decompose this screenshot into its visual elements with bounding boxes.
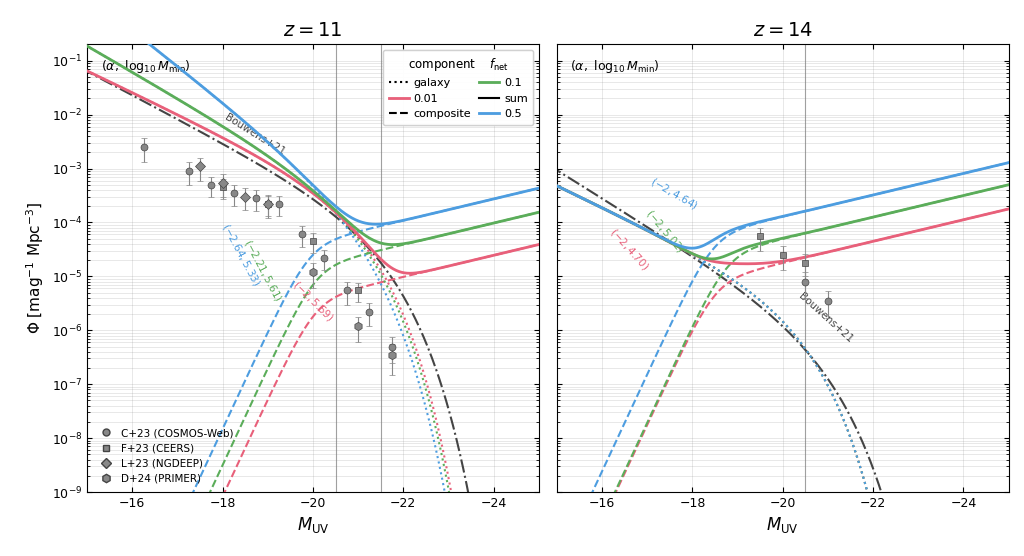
Legend: galaxy, 0.01, composite, 0.1, sum, 0.5: galaxy, 0.01, composite, 0.1, sum, 0.5 bbox=[383, 50, 534, 125]
Text: $(-2.64, 5.33)$: $(-2.64, 5.33)$ bbox=[218, 221, 263, 289]
Title: $z = 14$: $z = 14$ bbox=[753, 21, 813, 40]
Text: $(-2.21, 5.61)$: $(-2.21, 5.61)$ bbox=[242, 237, 285, 304]
Title: $z = 11$: $z = 11$ bbox=[284, 21, 343, 40]
Text: $(-2, 4.70)$: $(-2, 4.70)$ bbox=[607, 225, 651, 273]
Text: $(\alpha,\ \log_{10}M_{\mathrm{min}})$: $(\alpha,\ \log_{10}M_{\mathrm{min}})$ bbox=[570, 58, 660, 75]
Text: $(\alpha,\ \log_{10}M_{\mathrm{min}})$: $(\alpha,\ \log_{10}M_{\mathrm{min}})$ bbox=[100, 58, 190, 75]
Text: Bouwens+21: Bouwens+21 bbox=[222, 112, 287, 157]
Text: $(-2, 5.59)$: $(-2, 5.59)$ bbox=[290, 278, 336, 324]
Y-axis label: $\Phi\ [\mathrm{mag}^{-1}\ \mathrm{Mpc}^{-3}]$: $\Phi\ [\mathrm{mag}^{-1}\ \mathrm{Mpc}^… bbox=[25, 202, 46, 335]
Text: Bouwens+21: Bouwens+21 bbox=[797, 291, 854, 344]
Text: $(-2, 5.02)$: $(-2, 5.02)$ bbox=[643, 206, 687, 255]
Text: $(-2, 4.64)$: $(-2, 4.64)$ bbox=[648, 174, 700, 212]
X-axis label: $M_{\mathrm{UV}}$: $M_{\mathrm{UV}}$ bbox=[766, 515, 799, 535]
X-axis label: $M_{\mathrm{UV}}$: $M_{\mathrm{UV}}$ bbox=[297, 515, 330, 535]
